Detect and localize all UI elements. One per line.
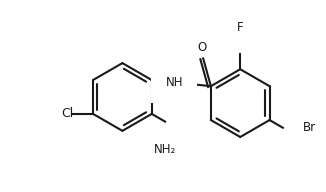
Text: O: O — [197, 41, 206, 54]
Text: F: F — [237, 21, 244, 34]
Text: NH₂: NH₂ — [154, 143, 176, 156]
Text: NH: NH — [166, 76, 183, 89]
Text: Cl: Cl — [61, 107, 73, 120]
Text: Br: Br — [303, 121, 316, 134]
